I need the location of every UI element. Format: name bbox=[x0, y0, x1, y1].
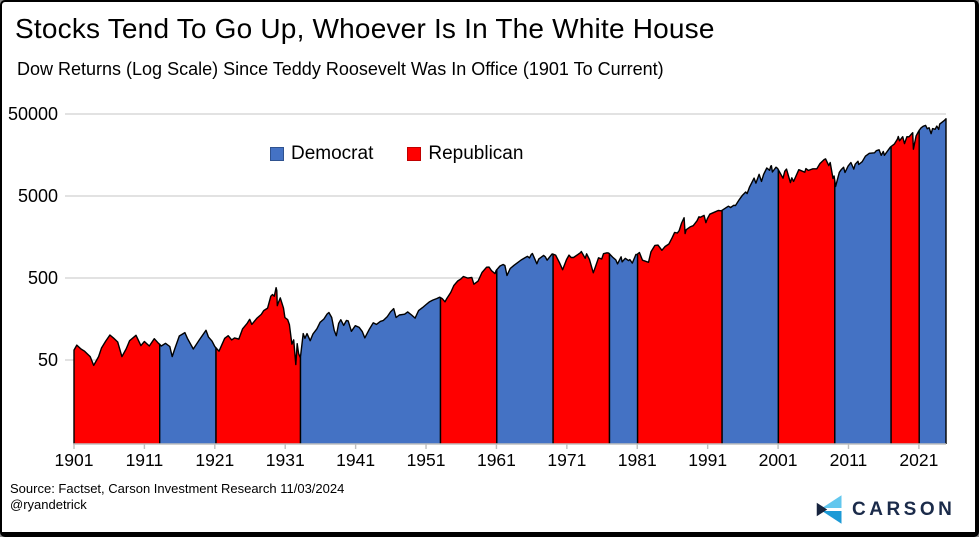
source-line: Source: Factset, Carson Investment Resea… bbox=[10, 481, 345, 496]
svg-text:2001: 2001 bbox=[759, 450, 798, 470]
svg-text:1961: 1961 bbox=[477, 450, 516, 470]
svg-text:50: 50 bbox=[38, 350, 58, 370]
svg-text:500: 500 bbox=[28, 268, 58, 288]
svg-text:1981: 1981 bbox=[618, 450, 657, 470]
legend: Democrat Republican bbox=[270, 143, 523, 165]
svg-text:1941: 1941 bbox=[336, 450, 375, 470]
twitter-handle: @ryandetrick bbox=[10, 497, 87, 512]
svg-text:1991: 1991 bbox=[688, 450, 727, 470]
republican-color-swatch bbox=[407, 147, 422, 161]
democrat-color-swatch bbox=[270, 147, 284, 161]
svg-text:2021: 2021 bbox=[899, 450, 938, 470]
chart-subtitle: Dow Returns (Log Scale) Since Teddy Roos… bbox=[17, 59, 664, 79]
carson-wordmark: CARSON bbox=[852, 498, 956, 520]
svg-text:2011: 2011 bbox=[830, 450, 868, 470]
svg-text:1951: 1951 bbox=[407, 450, 446, 470]
svg-text:1921: 1921 bbox=[195, 450, 234, 470]
chart-title: Stocks Tend To Go Up, Whoever Is In The … bbox=[15, 13, 715, 44]
svg-text:50000: 50000 bbox=[8, 104, 58, 124]
svg-text:1911: 1911 bbox=[126, 450, 164, 470]
svg-text:1901: 1901 bbox=[55, 450, 94, 470]
source-attribution: Source: Factset, Carson Investment Resea… bbox=[10, 481, 344, 513]
legend-label-democrat: Democrat bbox=[291, 143, 374, 164]
carson-logo-icon bbox=[816, 495, 842, 524]
svg-text:1971: 1971 bbox=[547, 450, 586, 470]
legend-item-democrat: Democrat bbox=[270, 143, 373, 165]
legend-item-republican: Republican bbox=[407, 143, 523, 165]
legend-label-republican: Republican bbox=[428, 143, 524, 164]
svg-text:5000: 5000 bbox=[18, 186, 58, 206]
svg-text:1931: 1931 bbox=[266, 450, 305, 470]
carson-logo: CARSON bbox=[816, 491, 955, 528]
